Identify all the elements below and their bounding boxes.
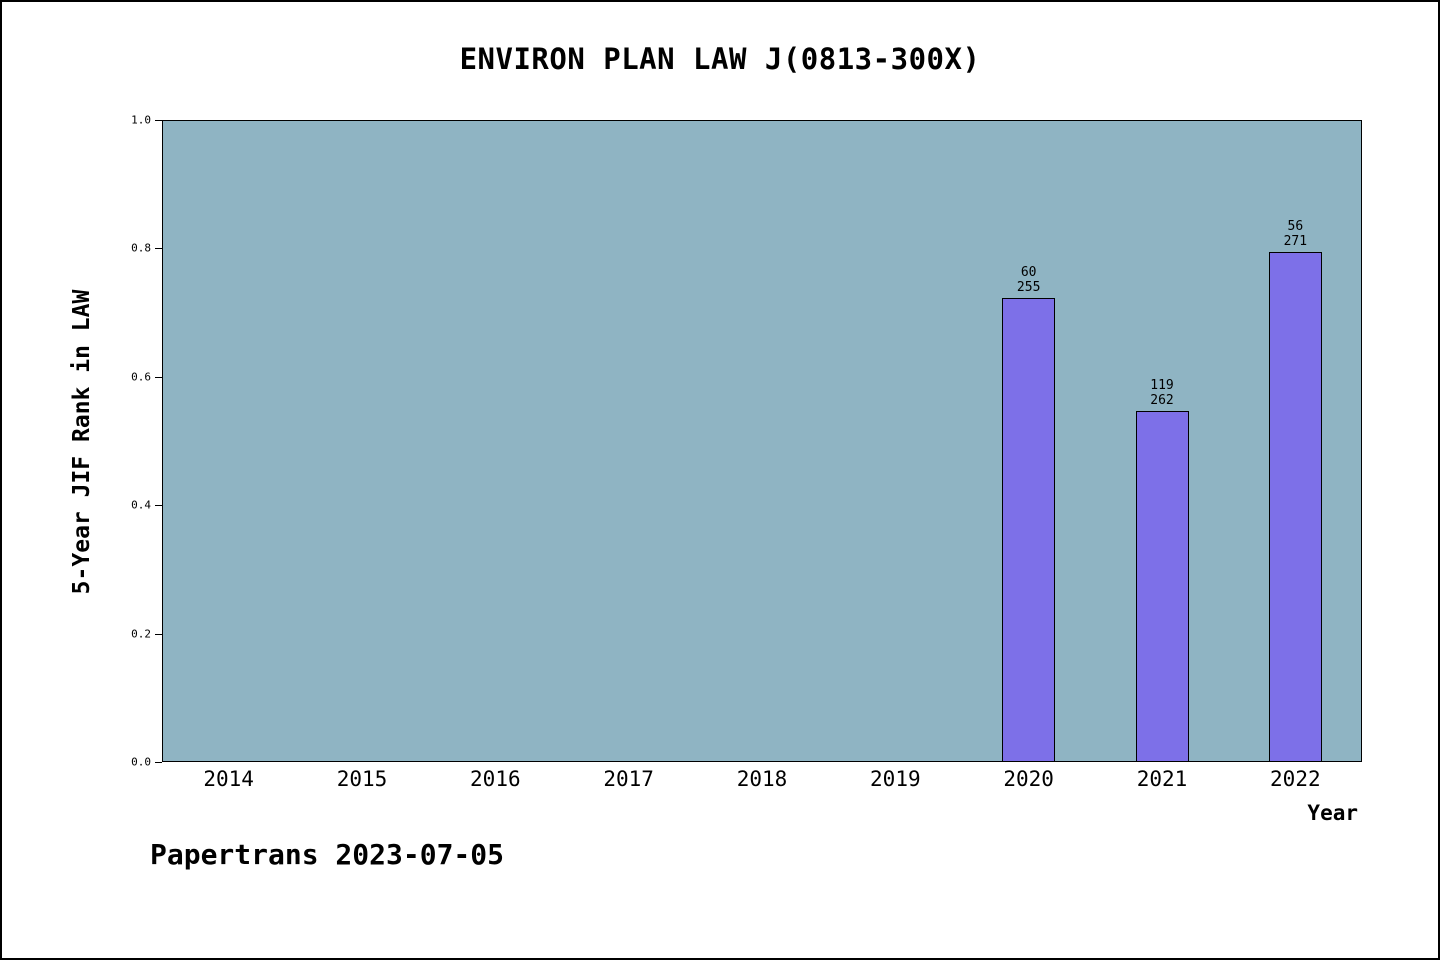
x-tick-label: 2021 (1136, 767, 1188, 791)
bar-2022 (1268, 252, 1322, 762)
x-tick-label: 2016 (470, 767, 521, 791)
x-tick-label: 2018 (736, 767, 788, 791)
y-tick-label: 0.6 (131, 370, 151, 384)
y-tick-label: 0.0 (131, 755, 151, 769)
x-tick-label: 2019 (870, 767, 921, 791)
x-tick-label: 2015 (336, 767, 388, 791)
y-tick-mark (155, 762, 162, 763)
y-tick-label: 0.2 (131, 627, 151, 641)
x-tick-label: 2014 (203, 767, 254, 791)
bar-value-label: 60 255 (1016, 265, 1041, 296)
y-tick-label: 1.0 (131, 113, 151, 127)
y-tick-label: 0.4 (131, 498, 151, 512)
bar-value-label: 56 271 (1283, 219, 1308, 250)
bar-2020 (1002, 298, 1056, 762)
y-tick-mark (155, 505, 162, 507)
x-tick-label: 2020 (1003, 767, 1054, 791)
y-tick-mark (155, 633, 162, 635)
x-axis-label: Year (1307, 801, 1358, 825)
y-tick-mark (155, 248, 162, 250)
y-tick-label: 0.8 (131, 241, 151, 255)
footer-text: Papertrans 2023-07-05 (150, 838, 505, 871)
x-tick-label: 2017 (603, 767, 654, 791)
y-tick-mark (155, 120, 162, 121)
y-axis-label: 5-Year JIF Rank in LAW (69, 289, 95, 595)
bar-2021 (1135, 410, 1189, 762)
chart-title: ENVIRON PLAN LAW J(0813-300X) (459, 42, 981, 76)
y-tick-mark (155, 376, 162, 378)
bar-value-label: 119 262 (1150, 377, 1174, 408)
x-tick-label: 2022 (1270, 767, 1321, 791)
